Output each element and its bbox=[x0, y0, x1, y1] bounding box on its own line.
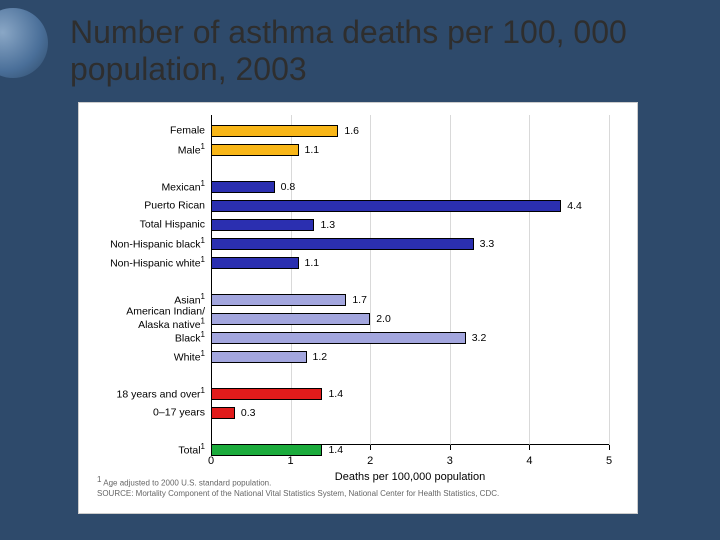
footnote-text-2: Mortality Component of the National Vita… bbox=[133, 489, 499, 498]
y-category-label: 0–17 years bbox=[153, 407, 211, 418]
footnote-source-label: SOURCE: bbox=[97, 489, 133, 498]
footnote-line-1: 1 Age adjusted to 2000 U.S. standard pop… bbox=[97, 475, 499, 489]
bar-value-label: 1.4 bbox=[328, 388, 343, 400]
y-category-label: Mexican1 bbox=[161, 180, 211, 194]
y-category-label: Asian1 bbox=[174, 293, 211, 307]
bar-value-label: 1.1 bbox=[305, 257, 320, 269]
x-tick-label: 4 bbox=[526, 455, 532, 467]
y-category-label: 18 years and over1 bbox=[116, 387, 211, 401]
bar bbox=[211, 219, 314, 231]
x-tick bbox=[529, 445, 530, 450]
x-tick bbox=[370, 445, 371, 450]
slide-title: Number of asthma deaths per 100, 000 pop… bbox=[70, 14, 670, 88]
chart-card: 012345 Deaths per 100,000 population Fem… bbox=[78, 102, 638, 514]
decor-left-band bbox=[0, 0, 58, 540]
bar bbox=[211, 238, 474, 250]
bar-value-label: 1.6 bbox=[344, 125, 359, 137]
y-category-label: American Indian/Alaska native1 bbox=[91, 307, 211, 332]
bar-value-label: 1.3 bbox=[320, 219, 335, 231]
y-category-label: Male1 bbox=[178, 143, 211, 157]
bar bbox=[211, 257, 299, 269]
bar bbox=[211, 125, 338, 137]
x-tick-label: 5 bbox=[606, 455, 612, 467]
bar bbox=[211, 181, 275, 193]
chart-plot-area: 012345 Deaths per 100,000 population Fem… bbox=[211, 115, 609, 445]
bar bbox=[211, 144, 299, 156]
x-grid-line bbox=[529, 115, 530, 445]
bar bbox=[211, 332, 466, 344]
bar bbox=[211, 351, 307, 363]
x-grid-line bbox=[370, 115, 371, 445]
y-category-label: Non-Hispanic black1 bbox=[110, 237, 211, 251]
x-tick-label: 3 bbox=[447, 455, 453, 467]
y-category-label: Black1 bbox=[175, 331, 211, 345]
bar-value-label: 1.7 bbox=[352, 294, 367, 306]
slide: Number of asthma deaths per 100, 000 pop… bbox=[0, 0, 720, 540]
bar bbox=[211, 407, 235, 419]
y-category-label: White1 bbox=[174, 350, 211, 364]
y-category-label: Total Hispanic bbox=[140, 219, 211, 230]
footnote-line-2: SOURCE: Mortality Component of the Natio… bbox=[97, 489, 499, 499]
bar-value-label: 2.0 bbox=[376, 313, 391, 325]
bar-value-label: 0.3 bbox=[241, 407, 256, 419]
bar-value-label: 0.8 bbox=[281, 181, 296, 193]
footnote-text-1: Age adjusted to 2000 U.S. standard popul… bbox=[101, 478, 271, 487]
bar-value-label: 4.4 bbox=[567, 200, 582, 212]
x-grid-line bbox=[450, 115, 451, 445]
y-category-label: Female bbox=[170, 125, 211, 136]
bar bbox=[211, 294, 346, 306]
bar-value-label: 1.1 bbox=[305, 144, 320, 156]
y-category-label: Puerto Rican bbox=[144, 200, 211, 211]
bar bbox=[211, 313, 370, 325]
chart-footnote: 1 Age adjusted to 2000 U.S. standard pop… bbox=[97, 475, 499, 499]
bar bbox=[211, 200, 561, 212]
x-tick bbox=[450, 445, 451, 450]
bar bbox=[211, 388, 322, 400]
x-tick-label: 2 bbox=[367, 455, 373, 467]
y-category-label: Total1 bbox=[178, 443, 211, 457]
x-grid-line bbox=[609, 115, 610, 445]
x-tick-label: 1 bbox=[288, 455, 294, 467]
bar-value-label: 3.3 bbox=[480, 238, 495, 250]
bar-value-label: 1.4 bbox=[328, 444, 343, 456]
bar-value-label: 1.2 bbox=[313, 351, 328, 363]
bar bbox=[211, 444, 322, 456]
x-tick bbox=[609, 445, 610, 450]
y-category-label: Non-Hispanic white1 bbox=[110, 256, 211, 270]
x-tick-label: 0 bbox=[208, 455, 214, 467]
bar-value-label: 3.2 bbox=[472, 332, 487, 344]
